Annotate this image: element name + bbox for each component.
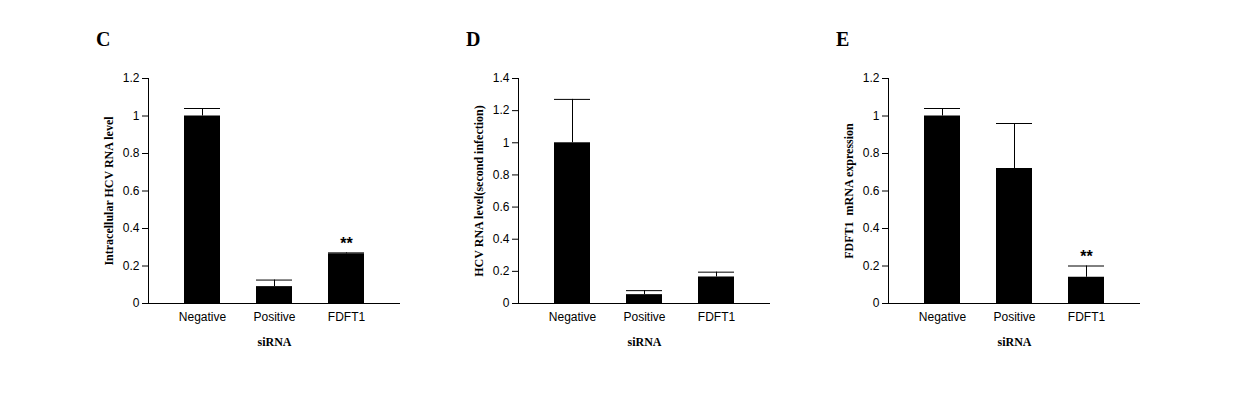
html-text:E: E xyxy=(836,28,850,50)
svg-text:0.8: 0.8 xyxy=(123,146,140,160)
svg-text:Negative: Negative xyxy=(549,310,597,324)
svg-text:0: 0 xyxy=(133,296,140,310)
svg-text:0.8: 0.8 xyxy=(493,168,510,182)
svg-text:0.4: 0.4 xyxy=(493,232,510,246)
html-text:C: C xyxy=(96,28,111,50)
svg-text:1.2: 1.2 xyxy=(493,103,510,117)
svg-text:Positive: Positive xyxy=(253,310,295,324)
svg-text:1: 1 xyxy=(503,136,510,150)
html-text:D: D xyxy=(466,28,481,50)
svg-text:siRNA: siRNA xyxy=(997,335,1031,349)
svg-text:0: 0 xyxy=(503,296,510,310)
svg-text:Positive: Positive xyxy=(993,310,1035,324)
svg-text:Intracellular HCV RNA level: Intracellular HCV RNA level xyxy=(102,116,116,266)
svg-text:siRNA: siRNA xyxy=(627,335,661,349)
svg-text:0.6: 0.6 xyxy=(493,200,510,214)
svg-text:**: ** xyxy=(1080,248,1093,265)
svg-text:0.8: 0.8 xyxy=(863,146,880,160)
svg-text:0: 0 xyxy=(873,296,880,310)
svg-text:FDFT1 mRNA expression: FDFT1 mRNA expression xyxy=(842,123,856,259)
svg-text:0.6: 0.6 xyxy=(863,184,880,198)
svg-text:1.2: 1.2 xyxy=(863,71,880,85)
svg-text:1: 1 xyxy=(873,109,880,123)
svg-text:siRNA: siRNA xyxy=(257,335,291,349)
svg-text:FDFT1: FDFT1 xyxy=(698,310,736,324)
svg-text:Positive: Positive xyxy=(623,310,665,324)
svg-text:0.2: 0.2 xyxy=(123,259,140,273)
svg-text:0.2: 0.2 xyxy=(493,264,510,278)
svg-text:0.6: 0.6 xyxy=(123,184,140,198)
svg-text:FDFT1: FDFT1 xyxy=(328,310,366,324)
svg-text:1.2: 1.2 xyxy=(123,71,140,85)
svg-text:Negative: Negative xyxy=(919,310,967,324)
svg-text:0.4: 0.4 xyxy=(123,221,140,235)
svg-text:1.4: 1.4 xyxy=(493,71,510,85)
svg-text:1: 1 xyxy=(133,109,140,123)
svg-text:Negative: Negative xyxy=(179,310,227,324)
svg-text:0.4: 0.4 xyxy=(863,221,880,235)
svg-text:HCV RNA level(second infection: HCV RNA level(second infection) xyxy=(472,105,486,276)
svg-text:**: ** xyxy=(340,235,353,252)
svg-text:0.2: 0.2 xyxy=(863,259,880,273)
svg-text:FDFT1: FDFT1 xyxy=(1068,310,1106,324)
